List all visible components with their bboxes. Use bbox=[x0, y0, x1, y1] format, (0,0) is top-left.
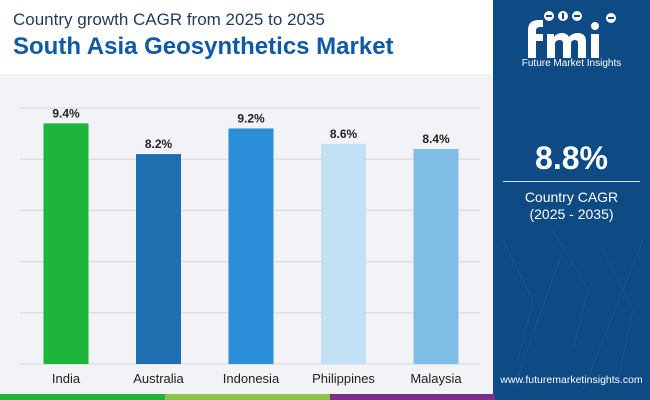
chart-title: South Asia Geosynthetics Market bbox=[13, 33, 394, 60]
bottom-color-bar bbox=[0, 394, 650, 400]
value-label-india: 9.4% bbox=[52, 106, 80, 120]
value-label-australia: 8.2% bbox=[145, 137, 173, 151]
category-label-indonesia: Indonesia bbox=[223, 371, 280, 386]
bottom-bar-segment-lime bbox=[165, 394, 330, 400]
bar-india bbox=[43, 123, 89, 364]
cagr-value: 8.8% bbox=[535, 140, 608, 176]
bar-indonesia bbox=[228, 128, 274, 364]
bar-chart: 9.4% India 8.2% Australia 9.2% Indonesia 8.6% P… bbox=[20, 106, 480, 386]
website-link[interactable]: www.futuremarketinsights.com bbox=[500, 374, 643, 386]
cagr-divider bbox=[503, 181, 640, 182]
cagr-label: Country CAGR bbox=[524, 189, 619, 205]
value-label-malaysia: 8.4% bbox=[422, 132, 450, 146]
bar-philippines bbox=[321, 143, 366, 364]
cagr-period: (2025 - 2035) bbox=[529, 206, 614, 222]
chart-header: Country growth CAGR from 2025 to 2035 So… bbox=[0, 0, 493, 74]
chart-subtitle: Country growth CAGR from 2025 to 2035 bbox=[13, 10, 325, 29]
bottom-bar-segment-green bbox=[0, 394, 165, 400]
side-panel: Future Market Insights 8.8% Country CAGR… bbox=[493, 0, 650, 394]
chart-area: 9.4% India 8.2% Australia 9.2% Indonesia 8.6% P… bbox=[0, 74, 493, 400]
bottom-bar-segment-blue bbox=[495, 394, 650, 400]
value-label-philippines: 8.6% bbox=[330, 127, 358, 141]
logo-text: Future Market Insights bbox=[521, 58, 622, 69]
category-label-australia: Australia bbox=[133, 371, 184, 386]
decorative-texture bbox=[502, 229, 644, 391]
fmi-logo bbox=[528, 11, 616, 58]
category-label-philippines: Philippines bbox=[312, 371, 375, 386]
bar-australia bbox=[136, 154, 181, 364]
category-label-malaysia: Malaysia bbox=[410, 371, 462, 386]
category-label-india: India bbox=[52, 371, 81, 386]
bottom-bar-segment-purple bbox=[330, 394, 495, 400]
bar-malaysia bbox=[413, 148, 459, 364]
value-label-indonesia: 9.2% bbox=[237, 111, 265, 125]
